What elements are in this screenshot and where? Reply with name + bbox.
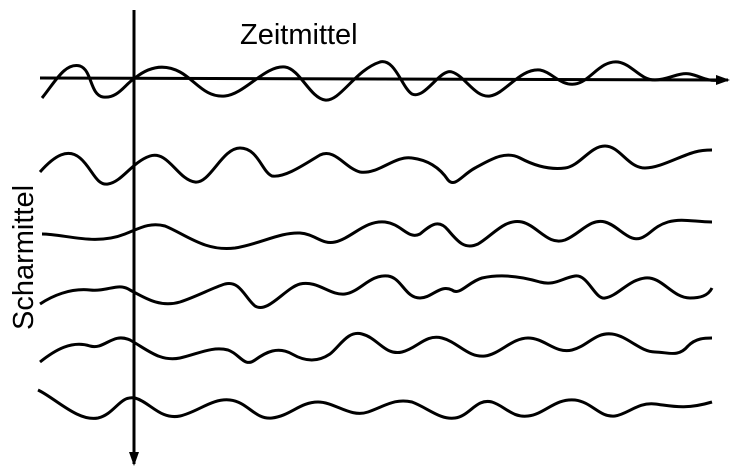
sample-function-5 bbox=[39, 331, 713, 364]
sample-function-4 bbox=[39, 274, 714, 309]
time-average-label: Zeitmittel bbox=[240, 19, 358, 51]
time-axis bbox=[39, 74, 730, 85]
sample-function-3 bbox=[41, 218, 713, 251]
ensemble-average-label: Scharmittel bbox=[8, 185, 40, 330]
sample-function-6 bbox=[37, 388, 713, 420]
sample-function-2 bbox=[38, 144, 713, 186]
